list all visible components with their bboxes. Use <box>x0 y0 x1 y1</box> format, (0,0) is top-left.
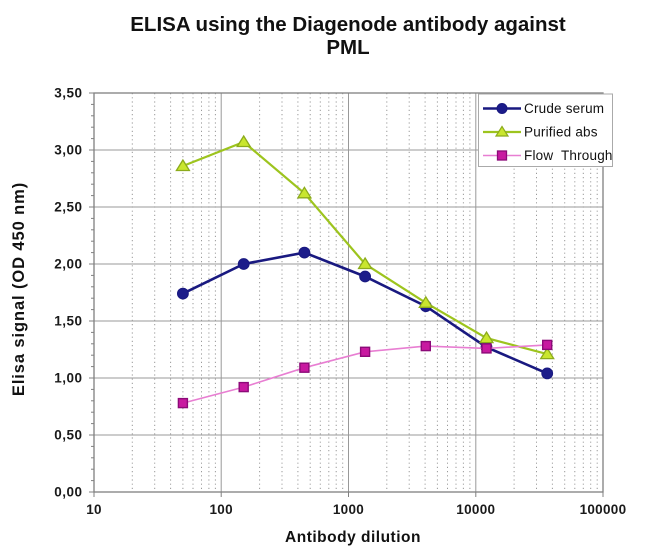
svg-text:10: 10 <box>86 502 102 517</box>
svg-text:100000: 100000 <box>580 502 627 517</box>
svg-text:ELISA using the Diagenode anti: ELISA using the Diagenode antibody again… <box>130 13 566 36</box>
svg-text:Flow Through: Flow Through <box>524 148 613 163</box>
svg-text:1,00: 1,00 <box>54 371 82 386</box>
svg-text:3,00: 3,00 <box>54 143 82 158</box>
svg-text:2,50: 2,50 <box>54 200 82 215</box>
svg-text:0,50: 0,50 <box>54 428 82 443</box>
svg-text:1000: 1000 <box>333 502 364 517</box>
svg-text:2,00: 2,00 <box>54 257 82 272</box>
svg-text:3,50: 3,50 <box>54 86 82 101</box>
svg-text:100: 100 <box>209 502 232 517</box>
svg-text:1,50: 1,50 <box>54 314 82 329</box>
svg-text:10000: 10000 <box>456 502 495 517</box>
svg-text:Crude serum: Crude serum <box>524 101 604 116</box>
svg-text:0,00: 0,00 <box>54 485 82 500</box>
svg-text:Elisa signal (OD 450 nm): Elisa signal (OD 450 nm) <box>10 182 28 396</box>
svg-text:Purified abs: Purified abs <box>524 125 598 140</box>
svg-text:PML: PML <box>326 36 369 59</box>
svg-text:Antibody dilution: Antibody dilution <box>285 529 421 546</box>
